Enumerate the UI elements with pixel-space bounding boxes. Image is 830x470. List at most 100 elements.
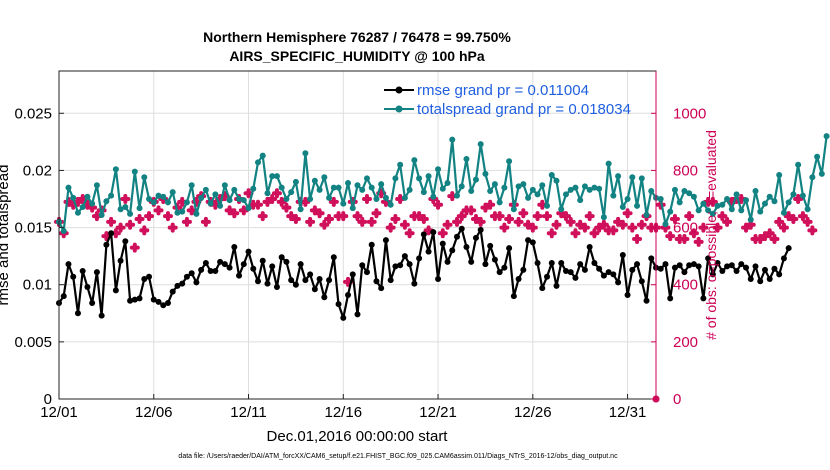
series-layer	[54, 133, 830, 403]
series-totalspread-point	[202, 186, 209, 193]
series-rmse-point	[217, 258, 224, 265]
series-totalspread-point	[700, 200, 707, 207]
chart-subtitle: AIRS_SPECIFIC_HUMIDITY @ 100 hPa	[229, 48, 485, 64]
x-axis-ticks: 12/01 12/06 12/11 12/16 12/21 12/26 12/31	[40, 394, 646, 421]
obs-evaluated-marker	[769, 234, 780, 244]
obs-evaluated-marker	[186, 205, 197, 216]
series-totalspread-point	[804, 206, 811, 213]
y2-tick-label: 1000	[673, 105, 706, 122]
x-tick-label: 12/31	[609, 404, 647, 421]
obs-evaluated-marker	[162, 211, 173, 222]
series-totalspread-point	[288, 189, 295, 196]
series-rmse-point	[738, 261, 745, 268]
series-totalspread-point	[60, 228, 67, 234]
series-totalspread-point	[169, 189, 176, 196]
series-totalspread-point	[245, 205, 252, 212]
series-totalspread-point	[236, 196, 243, 202]
series-rmse-point	[548, 260, 555, 266]
series-rmse-point	[174, 282, 181, 289]
obs-evaluated-marker	[238, 205, 249, 216]
series-rmse-point	[728, 262, 735, 269]
series-rmse-point	[416, 255, 423, 262]
series-rmse-point	[596, 265, 603, 272]
series-rmse-point	[743, 264, 750, 271]
series-totalspread-point	[89, 200, 96, 207]
series-rmse-point	[695, 263, 702, 270]
grid-lines	[58, 71, 656, 400]
series-rmse-point	[420, 231, 427, 238]
series-rmse-point	[188, 270, 195, 277]
x-tick-label: 12/16	[325, 404, 363, 421]
series-rmse-point	[127, 297, 134, 304]
series-totalspread-point	[93, 182, 100, 189]
series-totalspread-point	[345, 180, 352, 186]
x-axis-label: Dec.01,2016 00:00:00 start	[267, 428, 449, 445]
obs-evaluated-marker	[665, 231, 676, 242]
obs-evaluated-marker	[717, 211, 728, 222]
series-totalspread-point	[363, 175, 370, 182]
series-totalspread-point	[84, 193, 91, 200]
series-rmse-point	[273, 284, 280, 290]
obs-evaluated-marker	[627, 222, 638, 233]
series-totalspread-point	[435, 166, 442, 173]
series-rmse-point	[458, 225, 465, 232]
series-rmse-point	[515, 276, 522, 282]
series-rmse-point	[477, 226, 484, 233]
series-rmse-point	[572, 274, 579, 281]
obs-evaluated-marker	[778, 222, 789, 233]
legend: rmse grand pr = 0.011004 totalspread gra…	[384, 82, 631, 118]
series-totalspread-point	[776, 172, 783, 178]
series-totalspread-point	[65, 184, 72, 191]
series-rmse-point	[472, 234, 479, 241]
series-rmse-point	[752, 263, 759, 270]
y-tick-label: 0	[44, 391, 52, 408]
obs-evaluated-marker	[456, 211, 467, 222]
series-rmse-point	[671, 264, 678, 271]
series-rmse-point	[690, 261, 697, 268]
series-rmse-point	[335, 301, 342, 308]
series-totalspread-point	[174, 209, 181, 216]
obs-evaluated-marker	[617, 219, 628, 230]
series-rmse-point	[382, 237, 389, 244]
series-rmse-point	[131, 296, 138, 303]
obs-evaluated-marker	[305, 216, 316, 227]
series-totalspread-point	[150, 199, 157, 206]
legend-totalspread-marker	[395, 105, 403, 113]
x-tick-label: 12/21	[419, 404, 457, 421]
series-totalspread-point	[634, 202, 641, 209]
obs-evaluated-marker	[385, 222, 396, 233]
series-rmse-point	[387, 277, 394, 284]
y2-tick-label: 400	[673, 277, 698, 294]
series-totalspread-point	[425, 173, 432, 180]
series-rmse-point	[70, 273, 77, 280]
series-totalspread-point	[814, 153, 821, 160]
obs-evaluated-marker	[181, 216, 192, 227]
series-rmse-point	[103, 241, 110, 248]
obs-evaluated-marker	[129, 242, 140, 253]
series-rmse-point	[368, 241, 375, 248]
series-totalspread-point	[207, 200, 214, 207]
series-rmse-point	[231, 244, 238, 250]
series-totalspread-point	[515, 183, 522, 190]
series-totalspread-point	[733, 191, 740, 198]
obs-evaluated-marker	[314, 208, 325, 219]
series-rmse-point	[401, 253, 408, 260]
series-totalspread-point	[354, 182, 361, 189]
series-totalspread-point	[643, 212, 650, 218]
series-rmse-point	[79, 268, 86, 274]
series-rmse-point	[245, 248, 252, 255]
series-totalspread-point	[695, 207, 702, 214]
series-totalspread-point	[430, 193, 437, 200]
series-totalspread-point	[326, 194, 333, 201]
series-rmse-point	[311, 286, 318, 293]
series-totalspread-point	[795, 161, 802, 168]
series-totalspread-point	[544, 202, 551, 209]
series-rmse-point	[359, 262, 366, 269]
series-totalspread-point	[581, 183, 588, 190]
x-tick-label: 12/06	[135, 404, 173, 421]
obs-evaluated-marker	[120, 194, 131, 204]
series-totalspread-point	[382, 194, 389, 201]
obs-evaluated-marker	[352, 211, 363, 222]
series-totalspread-point	[463, 156, 470, 162]
series-totalspread-point	[397, 161, 404, 168]
